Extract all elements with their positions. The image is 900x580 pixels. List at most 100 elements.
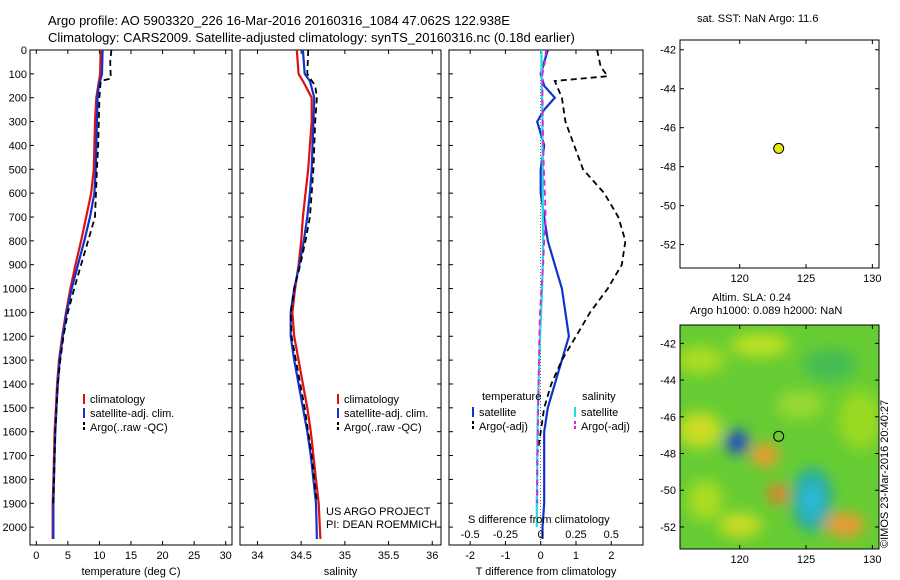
xtick-s-label-4: 0.5: [604, 529, 619, 541]
ytick-label-1: 100: [9, 69, 27, 81]
xtick-label-p1-3: 35.5: [378, 550, 399, 562]
legend-temp-argo-label: Argo(-adj): [479, 421, 528, 433]
xtick-s-label-2: 0: [538, 529, 544, 541]
ytick-label-15: 1500: [3, 403, 27, 415]
xtick-label-p0-2: 10: [93, 550, 105, 562]
header-title-line1: Argo profile: AO 5903320_226 16-Mar-2016…: [48, 13, 510, 28]
profile-frame-2: [448, 49, 644, 546]
credit-project: US ARGO PROJECT: [326, 506, 431, 518]
map-ytick-label-4-1: -44: [660, 375, 676, 387]
profile-frame-0: [29, 49, 233, 546]
series-line-p2-2: [535, 49, 545, 528]
ytick-label-5: 500: [9, 164, 27, 176]
map-xtick-label-4-0: 120: [731, 554, 749, 566]
ytick-label-3: 300: [9, 117, 27, 129]
xtick-label-p0-3: 15: [125, 550, 137, 562]
xlabel-p2: T difference from climatology: [476, 566, 617, 578]
map-ytick-label-3-2: -46: [660, 123, 676, 135]
ytick-label-9: 900: [9, 260, 27, 272]
argo-position-marker-4-0: [773, 430, 785, 442]
map-ytick-label-4-2: -46: [660, 412, 676, 424]
xtick-label-p2-0: -2: [465, 550, 475, 562]
xtick-label-p0-5: 25: [188, 550, 200, 562]
map-ytick-label-4-0: -42: [660, 338, 676, 350]
map-xtick-label-4-2: 130: [863, 554, 881, 566]
xtick-label-p1-2: 35: [339, 550, 351, 562]
legend-salinity-title: salinity: [582, 391, 616, 403]
ytick-label-0: 0: [21, 45, 27, 57]
xtick-label-p2-3: 1: [573, 550, 579, 562]
xtick-label-p2-4: 2: [608, 550, 614, 562]
xtick-label-p1-1: 34.5: [290, 550, 311, 562]
xtick-s-label-0: -0.5: [461, 529, 480, 541]
xlabel-p1: salinity: [324, 566, 358, 578]
argo-position-marker-3-0: [773, 142, 785, 154]
legend-p0-2-label: Argo(..raw -QC): [90, 422, 168, 434]
map-ytick-label-3-5: -52: [660, 240, 676, 252]
ytick-label-13: 1300: [3, 355, 27, 367]
ytick-label-14: 1400: [3, 379, 27, 391]
map-xtick-label-4-1: 125: [797, 554, 815, 566]
xtick-label-p0-0: 0: [33, 550, 39, 562]
ytick-label-10: 1000: [3, 284, 27, 296]
credit-pi: PI: DEAN ROEMMICH: [326, 519, 438, 531]
series-line-p1-0: [291, 49, 322, 540]
xtick-label-p2-1: -1: [501, 550, 511, 562]
ytick-label-12: 1200: [3, 331, 27, 343]
ytick-label-18: 1800: [3, 474, 27, 486]
xtick-s-label-3: 0.25: [565, 529, 586, 541]
header-title-line2: Climatology: CARS2009. Satellite-adjuste…: [48, 30, 575, 45]
map-ytick-label-3-4: -50: [660, 201, 676, 213]
series-line-p0-2: [52, 49, 113, 504]
map-xtick-label-3-2: 130: [863, 273, 881, 285]
xlabel-p0: temperature (deg C): [81, 566, 180, 578]
legend-temperature-title: temperature: [482, 391, 541, 403]
ytick-label-17: 1700: [3, 451, 27, 463]
legend-sal-satellite-label: satellite: [581, 407, 618, 419]
xtick-label-p2-2: 0: [538, 550, 544, 562]
xtick-label-p0-6: 30: [220, 550, 232, 562]
xlabel-top-p2: S difference from climatology: [468, 514, 610, 526]
map-ytick-label-4-5: -52: [660, 522, 676, 534]
map-ytick-label-4-3: -48: [660, 449, 676, 461]
map-ytick-label-4-4: -50: [660, 485, 676, 497]
series-line-p2-1: [536, 49, 627, 504]
profile-frame-1: [239, 49, 442, 546]
series-line-p0-1: [52, 49, 104, 539]
xtick-label-p1-0: 34: [251, 550, 263, 562]
xtick-label-p1-4: 36: [426, 550, 438, 562]
sla-panel-title1: Altim. SLA: 0.24: [712, 292, 791, 304]
ytick-label-11: 1100: [3, 307, 27, 319]
map-xtick-label-3-1: 125: [797, 273, 815, 285]
legend-temp-satellite-label: satellite: [479, 407, 516, 419]
legend-p1-2-label: Argo(..raw -QC): [344, 422, 422, 434]
ytick-label-20: 2000: [3, 522, 27, 534]
sst-panel-bg: [680, 40, 879, 268]
map-ytick-label-3-3: -48: [660, 162, 676, 174]
ytick-label-4: 400: [9, 140, 27, 152]
legend-sal-argo-label: Argo(-adj): [581, 421, 630, 433]
series-line-p0-0: [51, 49, 102, 539]
ytick-label-8: 800: [9, 236, 27, 248]
sst-panel-title: sat. SST: NaN Argo: 11.6: [697, 13, 819, 25]
ytick-label-16: 1600: [3, 427, 27, 439]
xtick-label-p0-4: 20: [156, 550, 168, 562]
ytick-label-7: 700: [9, 212, 27, 224]
map-ytick-label-3-0: -42: [660, 45, 676, 57]
xtick-label-p0-1: 5: [65, 550, 71, 562]
xtick-s-label-1: -0.25: [493, 529, 518, 541]
legend-p0-1-label: satellite-adj. clim.: [90, 408, 174, 420]
ytick-label-2: 200: [9, 93, 27, 105]
ytick-label-6: 600: [9, 188, 27, 200]
series-line-p2-3: [536, 49, 547, 504]
sla-panel-title2: Argo h1000: 0.089 h2000: NaN: [690, 305, 843, 317]
map-frame-4: [679, 324, 880, 550]
legend-p0-0-label: climatology: [90, 394, 146, 406]
map-ytick-label-3-1: -44: [660, 84, 676, 96]
series-line-p2-0: [536, 49, 571, 539]
ytick-label-19: 1900: [3, 498, 27, 510]
map-frame-3: [679, 39, 880, 269]
legend-p1-1-label: satellite-adj. clim.: [344, 408, 428, 420]
sla-heatmap: [680, 325, 879, 549]
